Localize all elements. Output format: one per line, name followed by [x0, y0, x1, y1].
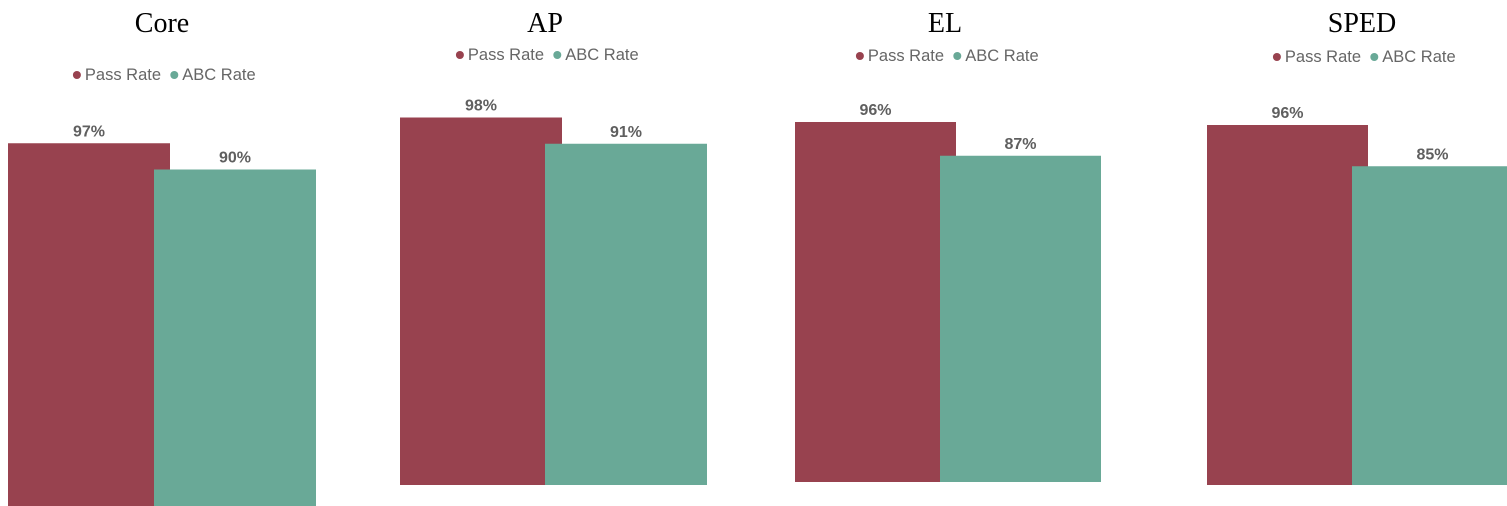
data-label: 96%: [859, 102, 891, 119]
chart-title: EL: [928, 8, 962, 39]
chart-title: AP: [527, 8, 563, 39]
data-label: 97%: [73, 123, 105, 140]
legend-marker: [72, 71, 81, 79]
data-label: 98%: [465, 98, 497, 115]
chart-legend: Pass Rate ABC Rate: [455, 46, 639, 64]
chart-legend: Pass Rate ABC Rate: [72, 66, 256, 84]
bar-pass-rate: [1207, 125, 1368, 485]
data-label: 87%: [1004, 136, 1036, 153]
legend-label: ABC Rate: [1382, 48, 1455, 66]
legend-label: Pass Rate: [85, 66, 161, 84]
data-label: 91%: [610, 124, 642, 141]
chart-panel-ap: AP Pass Rate ABC Rate 98% 91%: [400, 8, 707, 485]
data-label: 85%: [1416, 146, 1448, 163]
bar-pass-rate: [8, 143, 170, 506]
chart-panel-sped: SPED Pass Rate ABC Rate 96% 85%: [1207, 8, 1507, 485]
legend-label: Pass Rate: [868, 47, 944, 65]
chart-legend: Pass Rate ABC Rate: [1272, 48, 1456, 66]
legend-marker: [855, 52, 864, 60]
legend-marker: [1272, 53, 1281, 61]
legend-marker: [1370, 53, 1379, 61]
data-label: 96%: [1271, 105, 1303, 122]
data-label: 90%: [219, 150, 251, 167]
chart-title: SPED: [1328, 8, 1396, 39]
bar-abc-rate: [940, 155, 1101, 482]
chart-panel-core: Core Pass Rate ABC Rate 97% 90%: [8, 8, 316, 506]
legend-marker: [553, 51, 562, 59]
bar-pass-rate: [795, 122, 956, 482]
chart-legend: Pass Rate ABC Rate: [855, 47, 1039, 65]
bar-abc-rate: [1352, 166, 1507, 485]
chart-panel-el: EL Pass Rate ABC Rate 96% 87%: [795, 8, 1101, 482]
chart-title: Core: [135, 8, 189, 39]
legend-label: ABC Rate: [565, 46, 638, 64]
bar-pass-rate: [400, 117, 562, 485]
legend-marker: [953, 52, 962, 60]
bar-abc-rate: [154, 169, 316, 506]
legend-label: ABC Rate: [965, 47, 1038, 65]
legend-marker: [170, 71, 179, 79]
bar-abc-rate: [545, 143, 707, 485]
legend-label: Pass Rate: [1285, 48, 1361, 66]
legend-marker: [455, 51, 464, 59]
legend-label: Pass Rate: [468, 46, 544, 64]
legend-label: ABC Rate: [182, 66, 255, 84]
